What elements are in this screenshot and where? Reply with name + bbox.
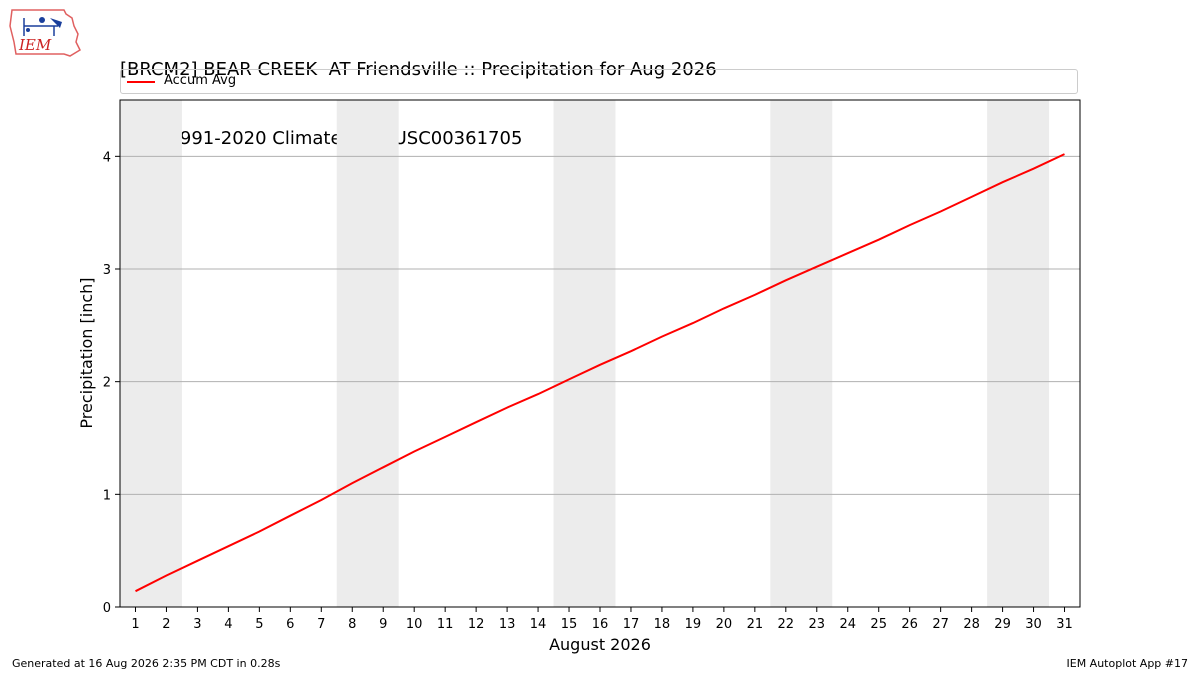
legend-line-swatch: [127, 81, 155, 83]
x-tick-label: 10: [406, 617, 423, 632]
y-tick-label: 2: [103, 376, 111, 391]
weather-instrument-icon: [23, 17, 62, 36]
x-axis: 1 2 3 4 5 6 7 8 9 10 11 12 13 14 15 16 17 18 19 20 21 22 23 24 2…: [131, 607, 1073, 632]
gridlines: [120, 155, 1080, 495]
y-tick-label: 1: [103, 488, 111, 503]
x-tick-label: 18: [654, 617, 671, 632]
x-tick-label: 1: [131, 617, 139, 632]
x-tick-label: 17: [623, 617, 640, 632]
generated-timestamp: Generated at 16 Aug 2026 2:35 PM CDT in …: [12, 657, 281, 670]
x-tick-label: 12: [468, 617, 485, 632]
logo-text: IEM: [18, 36, 52, 54]
y-axis-label: Precipitation [inch]: [77, 277, 96, 428]
x-tick-label: 3: [193, 617, 201, 632]
x-tick-label: 2: [162, 617, 170, 632]
iem-logo: IEM: [9, 9, 81, 57]
x-tick-label: 22: [778, 617, 795, 632]
y-tick-label: 3: [103, 263, 111, 278]
x-tick-label: 6: [286, 617, 294, 632]
accum-avg-line: [135, 153, 1065, 593]
weekend-band: [120, 100, 182, 607]
x-tick-label: 30: [1025, 617, 1042, 632]
legend-label: Accum Avg: [164, 73, 237, 88]
x-tick-label: 15: [561, 617, 578, 632]
weekend-band: [553, 100, 616, 607]
x-tick-label: 27: [932, 617, 949, 632]
app-label: IEM Autoplot App #17: [1066, 657, 1189, 670]
weekend-band: [770, 100, 833, 607]
x-tick-label: 20: [716, 617, 733, 632]
x-tick-label: 25: [870, 617, 887, 632]
x-tick-label: 8: [348, 617, 356, 632]
x-tick-label: 31: [1056, 617, 1073, 632]
x-tick-label: 14: [530, 617, 547, 632]
x-tick-label: 13: [499, 617, 516, 632]
legend: Accum Avg: [120, 69, 1078, 94]
x-tick-label: 5: [255, 617, 263, 632]
y-tick-label: 0: [103, 601, 111, 616]
x-tick-label: 21: [747, 617, 764, 632]
x-tick-label: 9: [379, 617, 387, 632]
x-tick-label: 7: [317, 617, 325, 632]
x-tick-label: 26: [901, 617, 918, 632]
x-tick-label: 4: [224, 617, 232, 632]
y-tick-label: 4: [103, 150, 111, 165]
y-axis: 0 1 2 3 4: [103, 150, 120, 616]
x-tick-label: 29: [994, 617, 1011, 632]
x-tick-label: 16: [592, 617, 609, 632]
x-tick-label: 19: [685, 617, 702, 632]
weekend-band: [336, 100, 399, 607]
x-tick-label: 11: [437, 617, 454, 632]
x-tick-label: 23: [809, 617, 826, 632]
x-tick-label: 28: [963, 617, 980, 632]
x-tick-label: 24: [839, 617, 856, 632]
x-axis-label: August 2026: [549, 635, 651, 654]
